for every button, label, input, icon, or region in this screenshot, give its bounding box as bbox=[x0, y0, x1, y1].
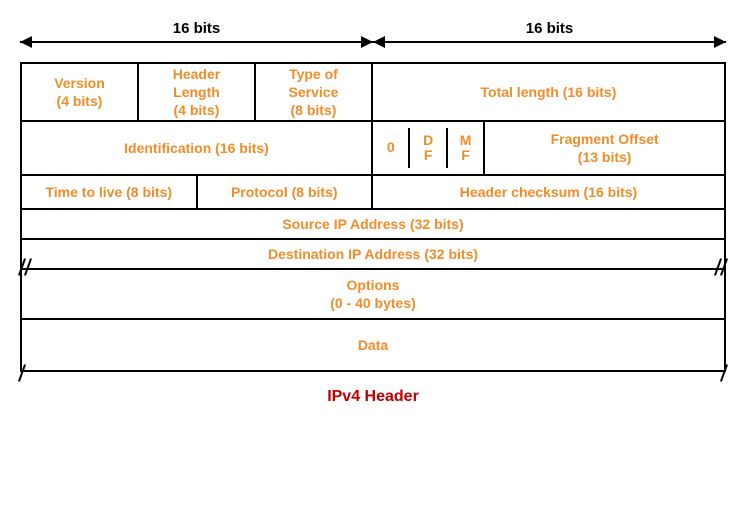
field-header-checksum: Header checksum (16 bits) bbox=[373, 176, 724, 208]
flag-df: DF bbox=[410, 128, 447, 168]
row-1: Identification (16 bits) 0 DF MF Fragmen… bbox=[22, 122, 724, 176]
field-identification: Identification (16 bits) bbox=[22, 122, 373, 174]
flag-reserved: 0 bbox=[373, 128, 410, 168]
field-ttl: Time to live (8 bits) bbox=[22, 176, 198, 208]
arrow-left-16bits: 16 bits bbox=[20, 20, 373, 60]
field-data: Data bbox=[22, 320, 724, 370]
arrow-right-16bits: 16 bits bbox=[373, 20, 726, 60]
row-2: Time to live (8 bits) Protocol (8 bits) … bbox=[22, 176, 724, 210]
arrow-left-line bbox=[20, 41, 373, 43]
field-flags: 0 DF MF bbox=[373, 122, 485, 174]
row-3: Source IP Address (32 bits) bbox=[22, 210, 724, 240]
arrow-left-label: 16 bits bbox=[173, 20, 221, 37]
field-options: Options(0 - 40 bytes) bbox=[22, 270, 724, 318]
bit-width-arrows: 16 bits 16 bits bbox=[20, 20, 726, 60]
arrow-right-line bbox=[373, 41, 726, 43]
field-fragment-offset: Fragment Offset(13 bits) bbox=[485, 122, 724, 174]
field-destination-ip: Destination IP Address (32 bits) bbox=[22, 240, 724, 268]
field-total-length: Total length (16 bits) bbox=[373, 64, 724, 120]
variable-tick-icon bbox=[18, 364, 26, 382]
row-6: Data bbox=[22, 320, 724, 370]
diagram-title: IPv4 Header bbox=[20, 388, 726, 406]
field-source-ip: Source IP Address (32 bits) bbox=[22, 210, 724, 238]
field-type-of-service: Type ofService(8 bits) bbox=[256, 64, 373, 120]
row-4: Destination IP Address (32 bits) bbox=[22, 240, 724, 270]
header-table: Version(4 bits) HeaderLength(4 bits) Typ… bbox=[20, 62, 726, 372]
field-version: Version(4 bits) bbox=[22, 64, 139, 120]
field-protocol: Protocol (8 bits) bbox=[198, 176, 374, 208]
ipv4-header-diagram: 16 bits 16 bits Version(4 bits) HeaderLe… bbox=[20, 20, 726, 406]
row-5: Options(0 - 40 bytes) bbox=[22, 270, 724, 320]
flag-mf: MF bbox=[448, 128, 483, 168]
arrow-right-label: 16 bits bbox=[526, 20, 574, 37]
row-0: Version(4 bits) HeaderLength(4 bits) Typ… bbox=[22, 64, 724, 122]
field-header-length: HeaderLength(4 bits) bbox=[139, 64, 256, 120]
